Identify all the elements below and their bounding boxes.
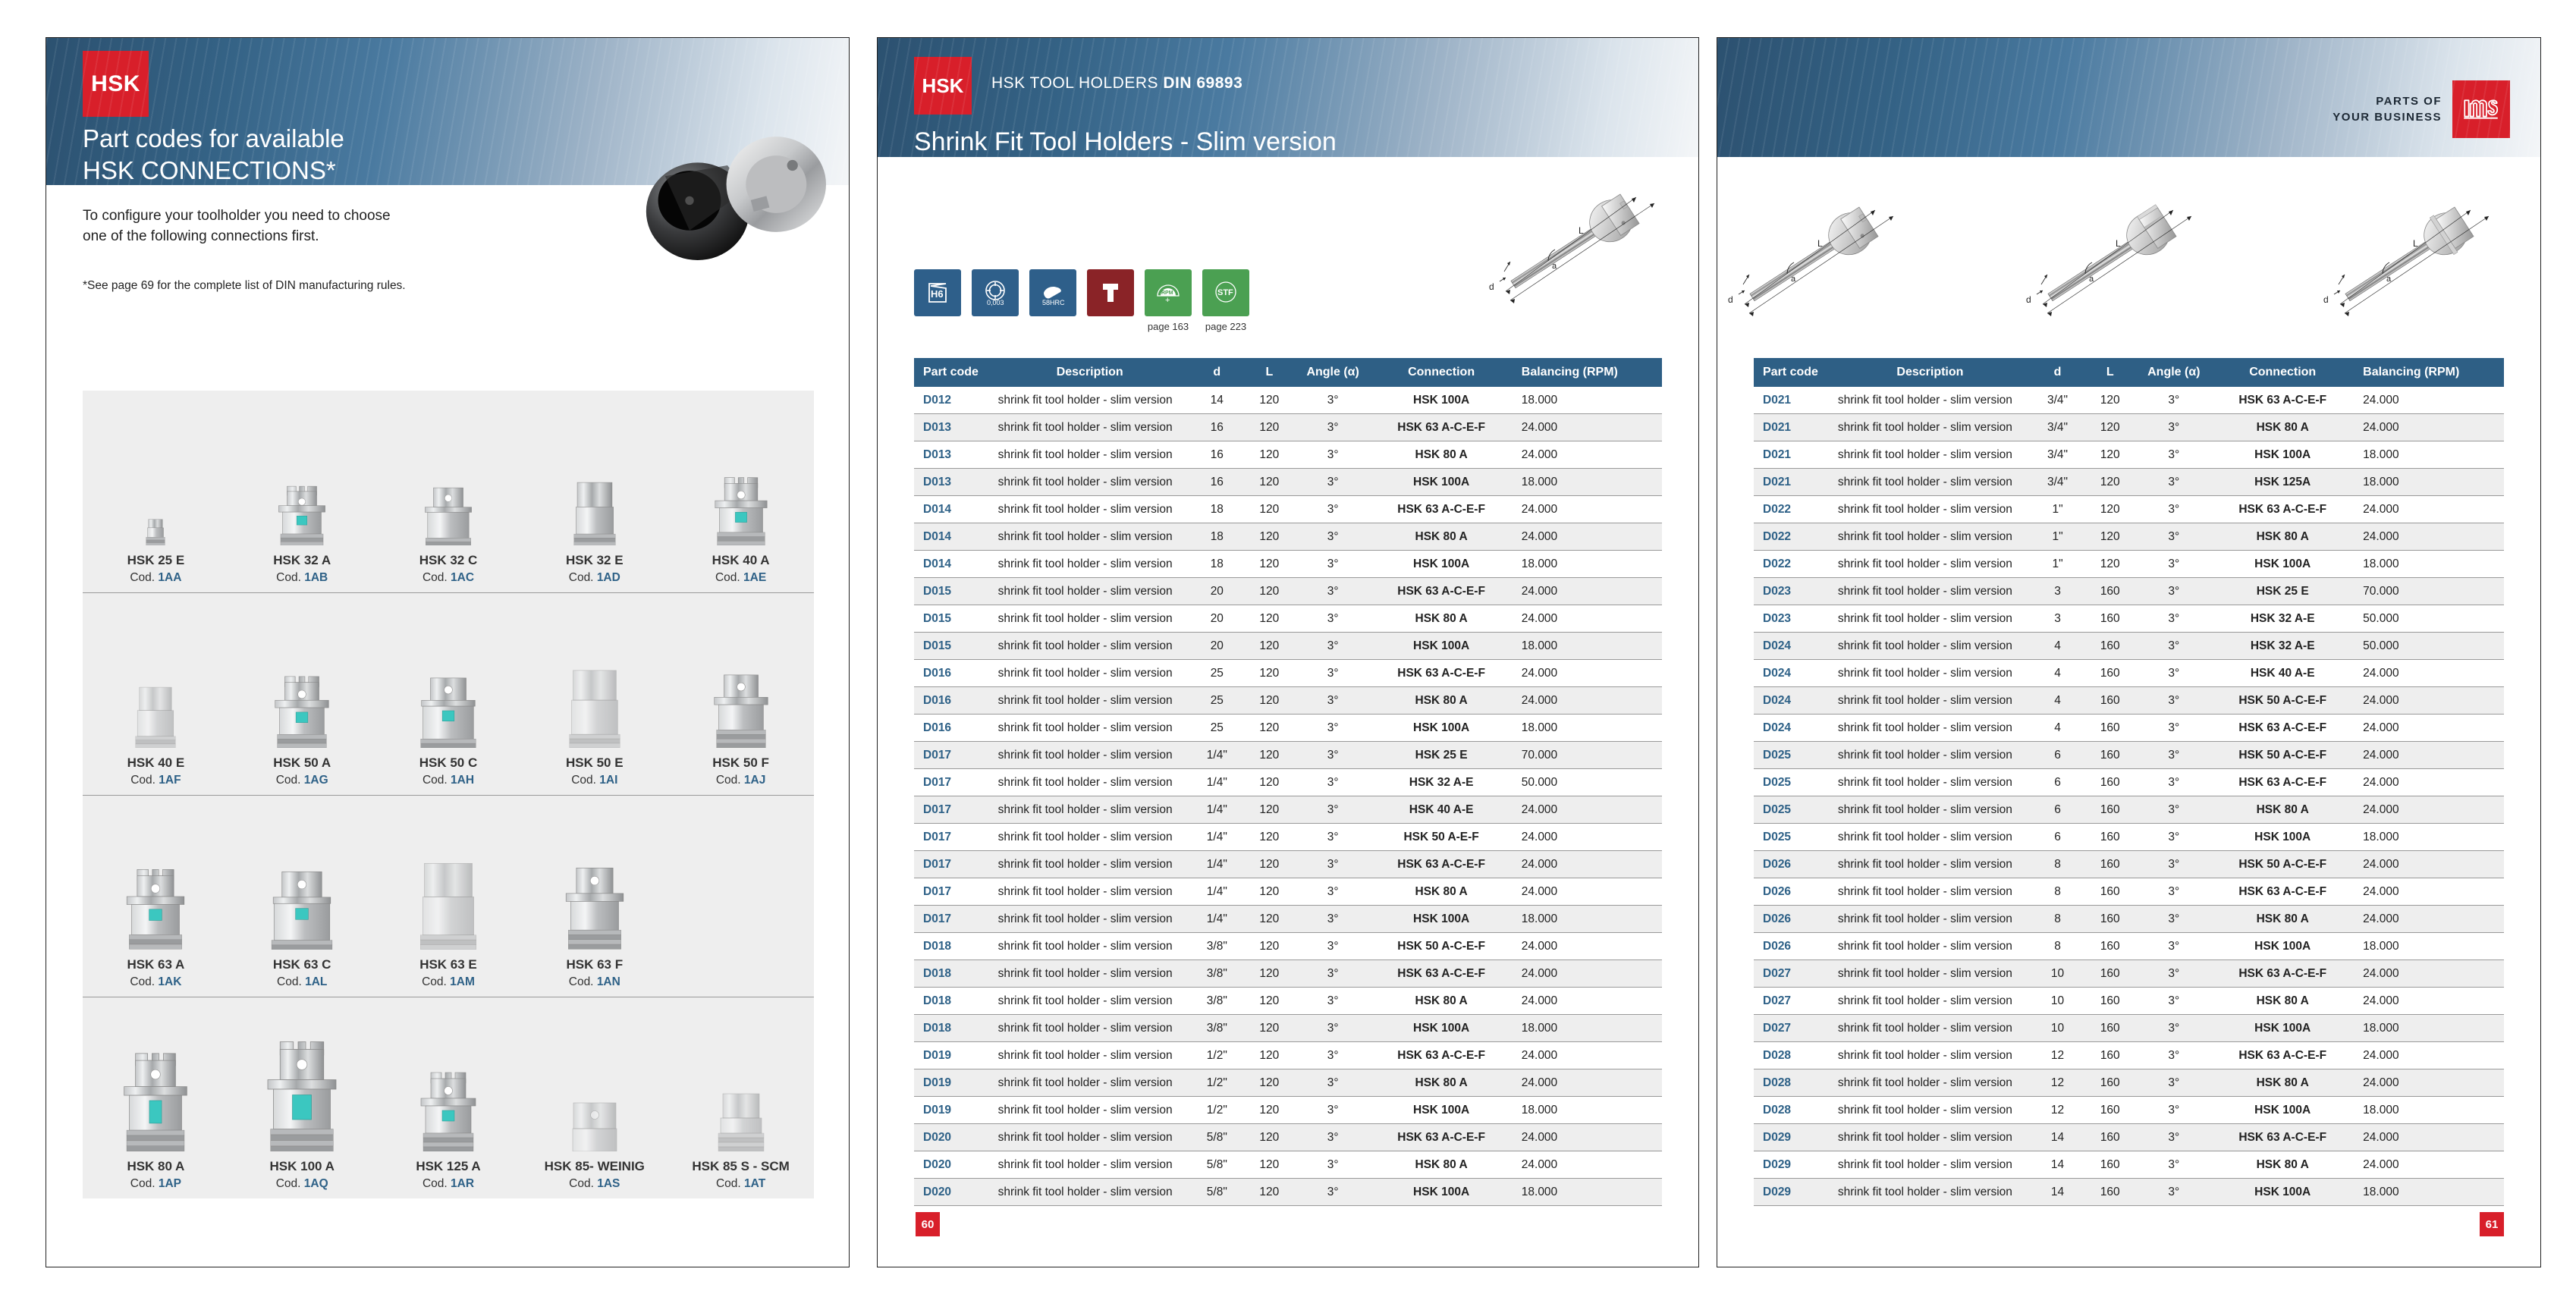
svg-text:d: d	[2026, 294, 2031, 305]
svg-text:STF: STF	[1217, 288, 1233, 297]
svg-text:L: L	[2116, 238, 2121, 249]
svg-text:L: L	[2413, 238, 2418, 249]
svg-text:d: d	[2323, 294, 2329, 305]
svg-text:d: d	[1728, 294, 1733, 305]
svg-text:L: L	[1817, 238, 1823, 249]
svg-text:+: +	[1165, 296, 1170, 305]
svg-text:d: d	[1489, 281, 1494, 292]
svg-text:58HRC: 58HRC	[1042, 299, 1065, 306]
svg-text:RPM: RPM	[1161, 291, 1173, 296]
svg-text:L: L	[1579, 225, 1584, 236]
svg-text:0,003: 0,003	[987, 299, 1004, 306]
svg-text:H6: H6	[931, 288, 944, 300]
